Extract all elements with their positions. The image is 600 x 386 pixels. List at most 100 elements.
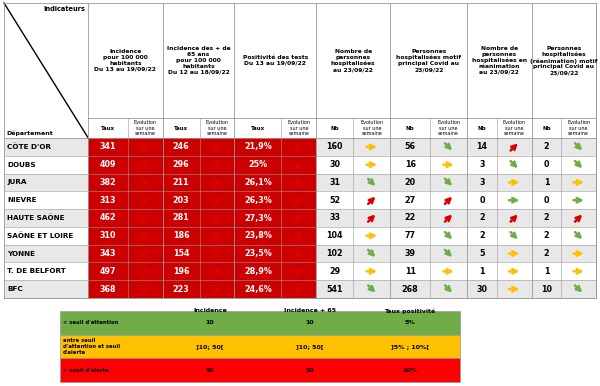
Text: 541: 541	[326, 284, 343, 294]
Bar	[235, 174, 316, 191]
Text: 1: 1	[544, 178, 549, 187]
Text: Incidence
pour 100 000
habitants
Du 13 au 19/09/22: Incidence pour 100 000 habitants Du 13 a…	[94, 49, 157, 72]
Text: 50: 50	[206, 368, 214, 372]
Text: 313: 313	[100, 196, 116, 205]
Text: > seuil d'alerte: > seuil d'alerte	[63, 368, 109, 372]
Bar	[235, 209, 316, 227]
Bar	[4, 118, 596, 138]
Text: 52: 52	[329, 196, 340, 205]
Bar	[163, 227, 235, 245]
Text: 246: 246	[173, 142, 190, 151]
Text: HAUTE SAÔNE: HAUTE SAÔNE	[7, 215, 65, 221]
Text: 211: 211	[173, 178, 190, 187]
Bar	[235, 262, 316, 280]
Bar	[88, 280, 163, 298]
Text: Incidence + 65: Incidence + 65	[284, 308, 336, 313]
Bar	[60, 311, 460, 335]
Bar	[88, 262, 163, 280]
Text: DOUBS: DOUBS	[7, 162, 35, 168]
Bar	[235, 280, 316, 298]
Text: 382: 382	[100, 178, 116, 187]
Bar	[88, 174, 163, 191]
Text: Taux: Taux	[174, 125, 188, 130]
Bar	[4, 174, 596, 191]
Text: 27: 27	[404, 196, 416, 205]
Text: 10%: 10%	[403, 368, 418, 372]
Text: 186: 186	[173, 231, 190, 240]
Text: Evolution
sur une
semaine: Evolution sur une semaine	[567, 120, 590, 136]
Text: Personnes
hospitalisées
(réanimation) motif
principal Covid au
23/09/22: Personnes hospitalisées (réanimation) mo…	[530, 46, 598, 75]
Text: 0: 0	[479, 196, 485, 205]
Text: 26,3%: 26,3%	[244, 196, 272, 205]
Text: 310: 310	[100, 231, 116, 240]
Text: Personnes
hospitalisées motif
principal Covid au
23/09/22: Personnes hospitalisées motif principal …	[397, 49, 461, 72]
Text: 341: 341	[100, 142, 116, 151]
Text: Nb: Nb	[542, 125, 551, 130]
Text: 2: 2	[479, 213, 485, 222]
Text: 14: 14	[476, 142, 488, 151]
Text: 25%: 25%	[248, 160, 268, 169]
Text: Indicateurs: Indicateurs	[43, 6, 85, 12]
Bar	[88, 156, 163, 174]
Text: 28,9%: 28,9%	[244, 267, 272, 276]
Text: 203: 203	[173, 196, 190, 205]
Text: 2: 2	[544, 142, 549, 151]
Text: < seuil d'attention: < seuil d'attention	[63, 320, 118, 325]
Text: 3: 3	[479, 178, 485, 187]
Text: NIEVRE: NIEVRE	[7, 197, 37, 203]
Text: ]5% ; 10%[: ]5% ; 10%[	[391, 344, 429, 349]
Text: 31: 31	[329, 178, 340, 187]
Text: entre seuil
d'attention et seuil
d'alerte: entre seuil d'attention et seuil d'alert…	[63, 338, 120, 355]
Text: 104: 104	[326, 231, 343, 240]
Bar	[4, 245, 596, 262]
Text: 343: 343	[100, 249, 116, 258]
Text: 2: 2	[479, 231, 485, 240]
Text: SAÔNE ET LOIRE: SAÔNE ET LOIRE	[7, 232, 73, 239]
Text: 50: 50	[305, 368, 314, 372]
Text: 368: 368	[100, 284, 116, 294]
Text: 30: 30	[476, 284, 488, 294]
Text: 223: 223	[173, 284, 190, 294]
Bar	[4, 262, 596, 280]
Bar	[4, 191, 596, 209]
Text: 56: 56	[405, 142, 416, 151]
Bar	[4, 156, 596, 174]
Text: Département: Département	[6, 130, 53, 136]
Text: 20: 20	[404, 178, 416, 187]
Text: 33: 33	[329, 213, 340, 222]
Bar	[235, 138, 316, 156]
Text: Evolution
sur une
semaine: Evolution sur une semaine	[437, 120, 460, 136]
Bar	[163, 262, 235, 280]
Text: 5%: 5%	[404, 320, 415, 325]
Bar	[163, 156, 235, 174]
Text: BFC: BFC	[7, 286, 23, 292]
Text: ]10; 50[: ]10; 50[	[196, 344, 224, 349]
Bar	[4, 209, 596, 227]
Text: Incidence: Incidence	[193, 308, 227, 313]
Text: Incidence des + de
65 ans
pour 100 000
habitants
Du 12 au 18/09/22: Incidence des + de 65 ans pour 100 000 h…	[167, 46, 230, 74]
Text: 2: 2	[544, 213, 549, 222]
Bar	[88, 138, 163, 156]
Text: 10: 10	[541, 284, 552, 294]
Text: CÔTE D'OR: CÔTE D'OR	[7, 144, 51, 150]
Text: 39: 39	[405, 249, 416, 258]
Bar	[60, 358, 460, 382]
Text: 268: 268	[402, 284, 419, 294]
Text: JURA: JURA	[7, 179, 26, 185]
Text: 0: 0	[544, 160, 549, 169]
Bar	[163, 280, 235, 298]
Text: 16: 16	[405, 160, 416, 169]
Bar	[235, 227, 316, 245]
Text: Nb: Nb	[331, 125, 339, 130]
Text: 24,6%: 24,6%	[244, 284, 272, 294]
Text: Evolution
sur une
semaine: Evolution sur une semaine	[361, 120, 383, 136]
Text: 27,3%: 27,3%	[244, 213, 272, 222]
Bar	[88, 191, 163, 209]
Bar	[60, 335, 460, 358]
Text: 5: 5	[479, 249, 485, 258]
Bar	[4, 3, 596, 298]
Text: 160: 160	[326, 142, 343, 151]
Bar	[88, 245, 163, 262]
Text: 77: 77	[405, 231, 416, 240]
Text: 462: 462	[100, 213, 116, 222]
